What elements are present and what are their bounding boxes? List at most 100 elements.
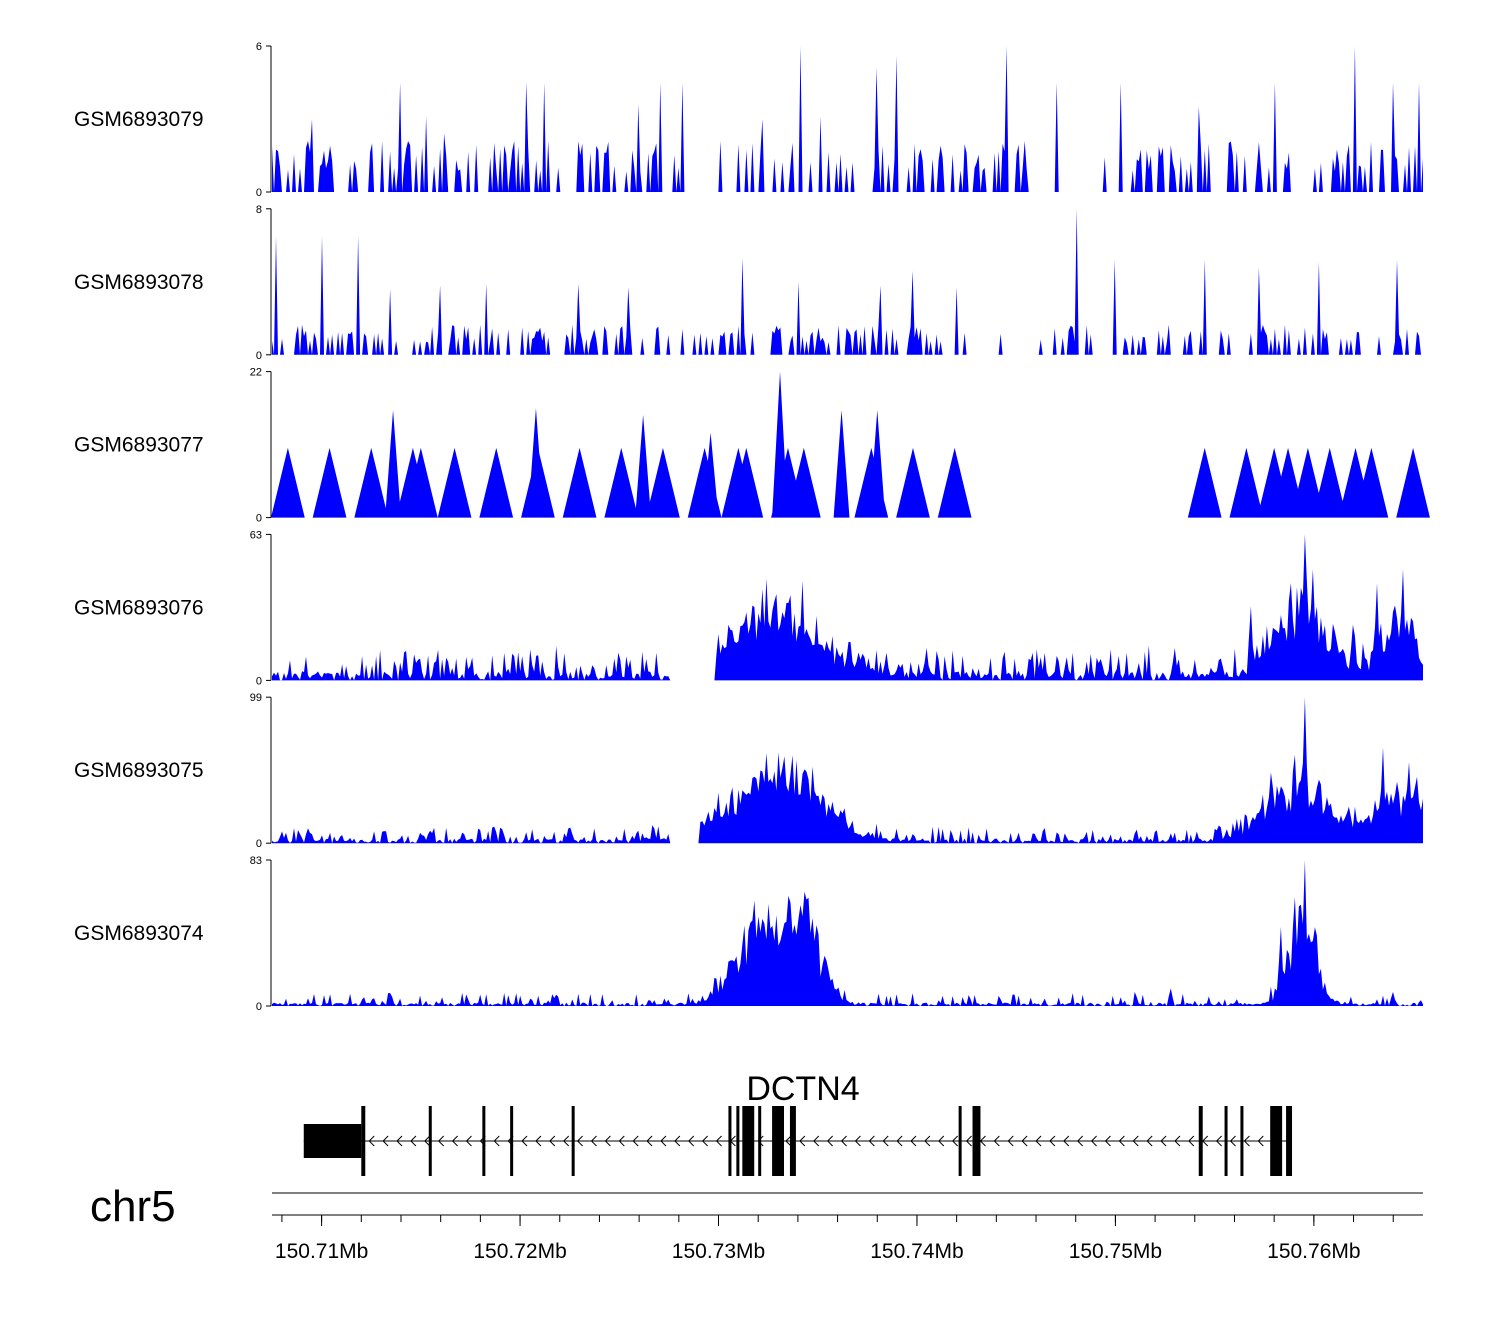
axis-tick-label: 150.76Mb	[1267, 1240, 1360, 1263]
strand-arrow	[618, 1135, 625, 1147]
strand-arrow	[632, 1135, 639, 1147]
y-min-label: 0	[256, 187, 262, 199]
strand-arrow	[563, 1135, 570, 1147]
strand-arrow	[1257, 1135, 1264, 1147]
strand-arrow	[813, 1135, 820, 1147]
axis-tick-label: 150.75Mb	[1069, 1240, 1162, 1263]
y-min-label: 0	[256, 350, 262, 362]
strand-arrow	[424, 1135, 431, 1147]
strand-arrow	[1104, 1135, 1111, 1147]
axis-tick-label: 150.73Mb	[672, 1240, 765, 1263]
strand-arrow	[1243, 1135, 1250, 1147]
strand-arrow	[785, 1135, 792, 1147]
strand-arrow	[993, 1135, 1000, 1147]
axis-tick-label: 150.72Mb	[473, 1240, 566, 1263]
y-max-label: 63	[250, 529, 262, 541]
strand-arrow	[826, 1135, 834, 1147]
exon-utr	[303, 1124, 362, 1158]
strand-arrow	[382, 1135, 389, 1147]
chromosome-label: chr5	[90, 1182, 176, 1231]
y-max-label: 83	[250, 855, 262, 867]
coverage-area-GSM6893077	[271, 371, 1430, 518]
track-name-label: GSM6893076	[74, 596, 204, 619]
gene-name-label: DCTN4	[746, 1070, 859, 1108]
exon-cds	[482, 1106, 486, 1176]
y-min-label: 0	[256, 513, 262, 525]
strand-arrow	[715, 1135, 722, 1147]
track-GSM6893076: 63 0 GSM6893076	[74, 529, 1423, 687]
strand-arrow	[688, 1135, 695, 1147]
strand-arrow	[882, 1135, 889, 1147]
exon-cds	[1198, 1106, 1203, 1176]
exon-cds	[758, 1106, 762, 1176]
strand-arrow	[924, 1135, 931, 1147]
track-name-label: GSM6893079	[74, 108, 204, 131]
strand-arrow	[1229, 1135, 1236, 1147]
gene-annotation-track: DCTN4	[303, 1070, 1293, 1176]
exon-cds	[736, 1106, 740, 1176]
strand-arrow	[896, 1135, 903, 1147]
coverage-area-GSM6893074	[272, 860, 1423, 1006]
axis-tick-label: 150.74Mb	[870, 1240, 963, 1263]
track-GSM6893077: 22 0 GSM6893077	[74, 367, 1430, 525]
genomic-axis: chr5 150.71Mb 150.72Mb 150.73Mb 150.74Mb 150…	[90, 1182, 1423, 1263]
exon-cds	[972, 1106, 981, 1176]
y-max-label: 22	[250, 367, 262, 379]
coverage-area-GSM6893078	[272, 208, 1423, 355]
strand-arrow	[674, 1135, 681, 1147]
strand-arrow	[535, 1135, 542, 1147]
track-GSM6893074: 83 0 GSM6893074	[74, 855, 1423, 1013]
exon-cds	[789, 1106, 796, 1176]
strand-arrow	[465, 1135, 472, 1147]
strand-arrow	[910, 1135, 917, 1147]
exon-cds	[510, 1106, 514, 1176]
exon-cds	[772, 1106, 784, 1176]
strand-arrow	[938, 1135, 945, 1147]
y-max-label: 99	[250, 692, 262, 704]
strand-arrow	[1174, 1135, 1181, 1147]
strand-arrow	[368, 1135, 375, 1147]
strand-arrow	[701, 1135, 708, 1147]
y-min-label: 0	[256, 838, 262, 850]
strand-arrow	[576, 1135, 583, 1147]
strand-arrow	[1063, 1135, 1070, 1147]
strand-arrow	[646, 1135, 653, 1147]
strand-arrow	[590, 1135, 597, 1147]
track-name-label: GSM6893078	[74, 271, 204, 294]
strand-arrow	[1146, 1135, 1153, 1147]
strand-arrow	[868, 1135, 875, 1147]
strand-arrow	[451, 1135, 458, 1147]
strand-arrow	[840, 1135, 847, 1147]
strand-arrow	[965, 1135, 972, 1147]
strand-arrow	[951, 1135, 959, 1147]
track-name-label: GSM6893074	[74, 922, 204, 945]
exon-cds	[1240, 1106, 1244, 1176]
exon-cds	[742, 1106, 755, 1176]
strand-arrow	[757, 1135, 764, 1147]
strand-arrow	[1007, 1135, 1014, 1147]
exon-cds	[1270, 1106, 1283, 1176]
exon-cds	[571, 1106, 575, 1176]
exon-cds	[361, 1106, 366, 1176]
strand-arrow	[660, 1135, 667, 1147]
strand-arrow	[521, 1135, 528, 1147]
track-name-label: GSM6893077	[74, 434, 204, 457]
exon-cds	[1224, 1106, 1228, 1176]
strand-arrow	[410, 1135, 417, 1147]
strand-arrow	[799, 1135, 806, 1147]
strand-arrow	[1132, 1135, 1139, 1147]
y-min-label: 0	[256, 675, 262, 687]
strand-arrow	[1160, 1135, 1167, 1147]
coverage-area-GSM6893075	[272, 697, 1423, 844]
strand-arrow	[1076, 1135, 1084, 1147]
track-name-label: GSM6893075	[74, 759, 204, 782]
coverage-area-GSM6893076	[272, 534, 1423, 681]
strand-arrow	[437, 1135, 445, 1147]
exon-cds	[428, 1106, 432, 1176]
strand-arrow	[1215, 1135, 1222, 1147]
strand-arrow	[854, 1135, 861, 1147]
strand-arrow	[1118, 1135, 1125, 1147]
axis-tick-label: 150.71Mb	[275, 1240, 368, 1263]
strand-arrow	[1049, 1135, 1056, 1147]
